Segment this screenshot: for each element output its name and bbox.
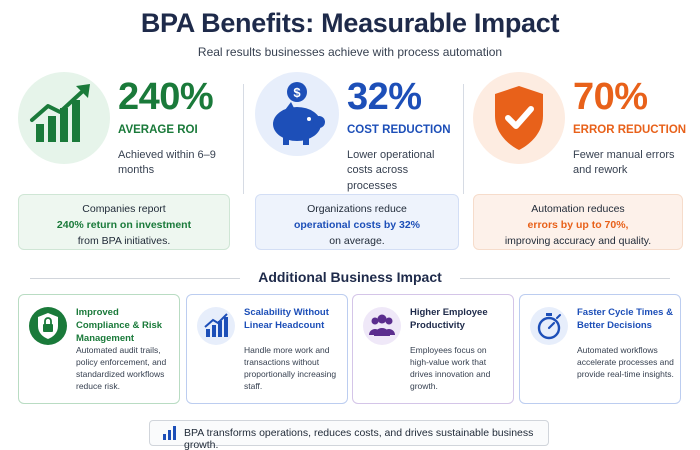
note-highlight: 240% return on investment xyxy=(56,218,192,231)
stat-label: COST REDUCTION xyxy=(347,124,451,136)
section-rule xyxy=(460,278,670,279)
stat-note-box: Automation reduces errors by up to 70%, … xyxy=(473,194,683,250)
stat-roi: 240% AVERAGE ROI Achieved within 6–9 mon… xyxy=(18,72,234,257)
piggy-bank-icon: $ xyxy=(255,72,339,156)
page-subtitle: Real results businesses achieve with pro… xyxy=(197,45,503,59)
shield-check-icon xyxy=(473,72,565,164)
impact-card-compliance: Improved Compliance & Risk Management Au… xyxy=(18,294,180,404)
bar-chart-icon xyxy=(162,426,178,445)
page-title: BPA Benefits: Measurable Impact xyxy=(140,8,560,38)
card-title: Improved Compliance & Risk Management xyxy=(76,307,163,344)
note-line: Organizations reduce xyxy=(307,203,407,215)
note-line: Automation reduces xyxy=(531,203,625,215)
impact-card-scalability: Scalability Without Linear Headcount Han… xyxy=(186,294,348,404)
note-line: Companies report xyxy=(82,203,166,215)
lock-shield-icon xyxy=(29,307,67,345)
stat-note-box: Companies report 240% return on investme… xyxy=(18,194,230,250)
note-line: from BPA initiatives. xyxy=(77,234,171,247)
stat-label: ERROR REDUCTION xyxy=(573,124,687,136)
note-highlight: errors by up to 70%, xyxy=(527,218,629,231)
card-description: Employees focus on high-value work that … xyxy=(410,345,491,391)
growth-chart-icon xyxy=(18,72,110,164)
stat-value: 70% xyxy=(573,76,648,118)
stat-cost: $ 32% COST REDUCTION Lower operational c… xyxy=(255,72,461,257)
footer-banner: BPA transforms operations, reduces costs… xyxy=(149,420,549,450)
stat-label: AVERAGE ROI xyxy=(118,124,198,136)
impact-card-productivity: Higher Employee Productivity Employees f… xyxy=(352,294,514,404)
stat-description: Fewer manual errors and rework xyxy=(573,149,675,177)
card-title: Scalability Without Linear Headcount xyxy=(244,307,329,331)
stat-value: 240% xyxy=(118,76,214,118)
stat-description: Lower operational costs across processes xyxy=(347,149,435,192)
divider xyxy=(463,84,464,194)
divider xyxy=(243,84,244,194)
note-line: on average. xyxy=(329,234,385,247)
card-description: Automated workflows accelerate processes… xyxy=(577,345,674,379)
people-icon xyxy=(363,307,401,345)
growth-bars-icon xyxy=(197,307,235,345)
card-description: Automated audit trails, policy enforceme… xyxy=(76,345,167,391)
note-highlight: operational costs by 32% xyxy=(293,218,421,231)
stopwatch-icon xyxy=(530,307,568,345)
card-title: Higher Employee Productivity xyxy=(410,307,488,331)
card-description: Handle more work and transactions withou… xyxy=(244,345,337,391)
section-heading: Additional Business Impact xyxy=(258,269,442,285)
stat-errors: 70% ERROR REDUCTION Fewer manual errors … xyxy=(473,72,687,257)
stat-description: Achieved within 6–9 months xyxy=(118,149,216,177)
stat-note-box: Organizations reduce operational costs b… xyxy=(255,194,459,250)
footer-text: BPA transforms operations, reduces costs… xyxy=(184,427,534,450)
impact-card-cycle-times: Faster Cycle Times & Better Decisions Au… xyxy=(519,294,681,404)
svg-text:$: $ xyxy=(293,85,301,100)
stat-value: 32% xyxy=(347,76,422,118)
note-line: improving accuracy and quality. xyxy=(504,234,652,247)
card-title: Faster Cycle Times & Better Decisions xyxy=(577,307,673,331)
section-rule xyxy=(30,278,240,279)
